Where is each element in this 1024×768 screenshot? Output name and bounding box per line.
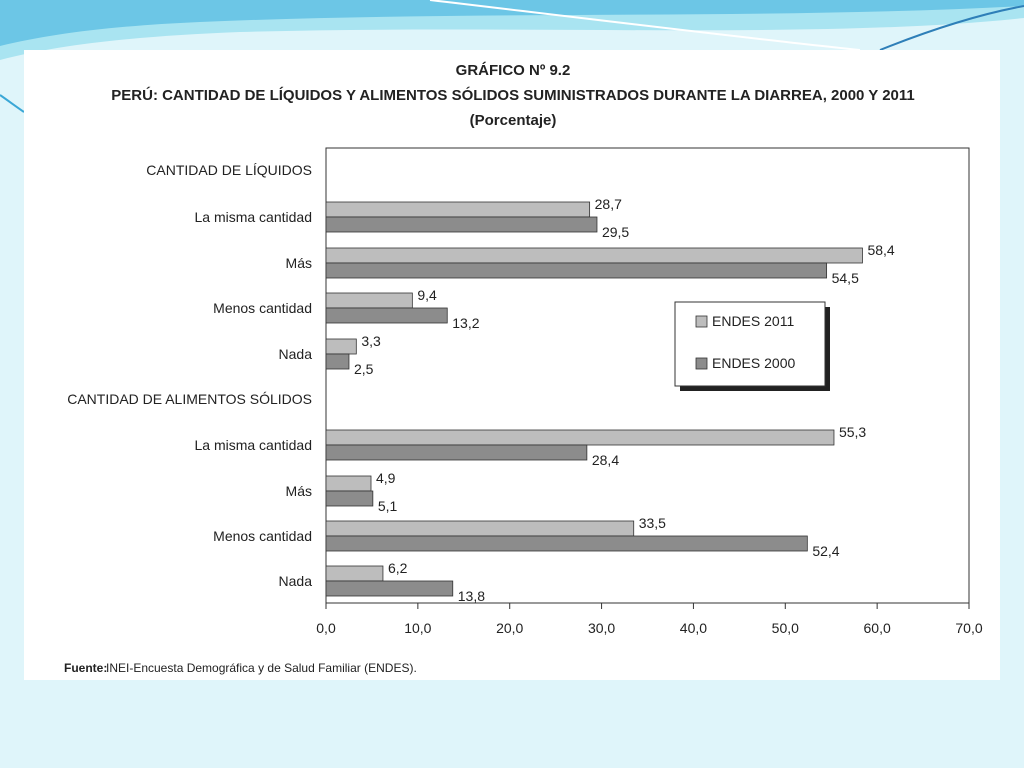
legend-swatch-2011 xyxy=(695,315,708,328)
chart-title-line2: PERÚ: CANTIDAD DE LÍQUIDOS Y ALIMENTOS S… xyxy=(111,86,914,104)
x-tick-label: 60,0 xyxy=(864,620,891,636)
data-label-cantidad-de-alimentos-solidos-mas-endes-2000: 5,1 xyxy=(378,498,398,514)
bar-cantidad-de-liquidos-menos-cantidad-endes-2011 xyxy=(325,292,413,309)
data-label-cantidad-de-liquidos-mas-endes-2000: 54,5 xyxy=(832,270,859,286)
data-label-cantidad-de-alimentos-solidos-la-misma-cantidad-endes-2011: 55,3 xyxy=(839,424,866,440)
group-label-cantidad-de-alimentos-solidos: CANTIDAD DE ALIMENTOS SÓLIDOS xyxy=(67,391,312,407)
chart-panel: GRÁFICO Nº 9.2 PERÚ: CANTIDAD DE LÍQUIDO… xyxy=(24,50,1000,680)
x-tick-label: 50,0 xyxy=(772,620,799,636)
bar-cantidad-de-liquidos-la-misma-cantidad-endes-2011 xyxy=(325,201,591,218)
data-label-cantidad-de-liquidos-mas-endes-2011: 58,4 xyxy=(867,242,894,258)
data-label-cantidad-de-alimentos-solidos-menos-cantidad-endes-2000: 52,4 xyxy=(812,543,839,559)
bar-cantidad-de-alimentos-solidos-mas-endes-2000 xyxy=(325,490,374,507)
x-tick-label: 30,0 xyxy=(588,620,615,636)
bar-cantidad-de-alimentos-solidos-la-misma-cantidad-endes-2000 xyxy=(325,444,588,461)
source-text: INEI-Encuesta Demográfica y de Salud Fam… xyxy=(106,661,417,675)
data-label-cantidad-de-liquidos-nada-endes-2000: 2,5 xyxy=(354,361,374,377)
x-axis: 0,0 10,0 20,0 30,0 40,0 50,0 60,0 70,0 xyxy=(316,603,983,636)
x-tick-label: 10,0 xyxy=(404,620,431,636)
bar-cantidad-de-alimentos-solidos-nada-endes-2000 xyxy=(325,580,454,597)
data-label-cantidad-de-liquidos-menos-cantidad-endes-2000: 13,2 xyxy=(452,315,479,331)
x-tick-label: 40,0 xyxy=(680,620,707,636)
category-label-menos-cantidad: Menos cantidad xyxy=(213,300,312,316)
header-swoosh-line xyxy=(429,0,861,51)
chart-subtitle: (Porcentaje) xyxy=(470,112,557,129)
data-label-cantidad-de-alimentos-solidos-mas-endes-2011: 4,9 xyxy=(376,470,396,486)
x-tick-label: 0,0 xyxy=(316,620,336,636)
legend-label-2011: ENDES 2011 xyxy=(712,313,794,329)
bar-cantidad-de-liquidos-nada-endes-2011 xyxy=(325,338,357,355)
data-label-cantidad-de-liquidos-menos-cantidad-endes-2011: 9,4 xyxy=(417,287,437,303)
bar-cantidad-de-alimentos-solidos-mas-endes-2011 xyxy=(325,475,372,492)
bar-cantidad-de-alimentos-solidos-la-misma-cantidad-endes-2011 xyxy=(325,429,835,446)
category-label-mas: Más xyxy=(286,483,312,499)
category-label-la-misma-cantidad: La misma cantidad xyxy=(194,437,312,453)
chart: GRÁFICO Nº 9.2 PERÚ: CANTIDAD DE LÍQUIDO… xyxy=(64,62,983,675)
bar-cantidad-de-liquidos-menos-cantidad-endes-2000 xyxy=(325,307,448,324)
data-label-cantidad-de-alimentos-solidos-nada-endes-2011: 6,2 xyxy=(388,560,408,576)
bar-cantidad-de-alimentos-solidos-menos-cantidad-endes-2000 xyxy=(325,535,808,552)
bar-cantidad-de-liquidos-mas-endes-2011 xyxy=(325,247,863,264)
category-label-nada: Nada xyxy=(279,573,313,589)
x-tick-label: 70,0 xyxy=(955,620,982,636)
header-swoosh-mid xyxy=(0,0,1024,46)
chart-title: GRÁFICO Nº 9.2 xyxy=(456,62,571,79)
category-label-mas: Más xyxy=(286,255,312,271)
bar-cantidad-de-alimentos-solidos-menos-cantidad-endes-2011 xyxy=(325,520,635,537)
source-label: Fuente: xyxy=(64,661,107,675)
category-label-nada: Nada xyxy=(279,346,313,362)
bar-cantidad-de-liquidos-mas-endes-2000 xyxy=(325,262,828,279)
group-label-cantidad-de-liquidos: CANTIDAD DE LÍQUIDOS xyxy=(146,162,312,178)
left-edge-swoosh xyxy=(0,94,25,113)
x-tick-label: 20,0 xyxy=(496,620,523,636)
data-label-cantidad-de-liquidos-nada-endes-2011: 3,3 xyxy=(361,333,381,349)
legend-swatch-2000 xyxy=(695,357,708,370)
legend-label-2000: ENDES 2000 xyxy=(712,355,795,371)
bar-cantidad-de-alimentos-solidos-nada-endes-2011 xyxy=(325,565,384,582)
category-label-la-misma-cantidad: La misma cantidad xyxy=(194,209,312,225)
labels-layer: CANTIDAD DE LÍQUIDOS La misma cantidad 28,… xyxy=(67,162,895,604)
data-label-cantidad-de-alimentos-solidos-nada-endes-2000: 13,8 xyxy=(458,588,485,604)
category-label-menos-cantidad: Menos cantidad xyxy=(213,528,312,544)
bar-cantidad-de-liquidos-nada-endes-2000 xyxy=(325,353,350,370)
data-label-cantidad-de-alimentos-solidos-la-misma-cantidad-endes-2000: 28,4 xyxy=(592,452,619,468)
data-label-cantidad-de-alimentos-solidos-menos-cantidad-endes-2011: 33,5 xyxy=(639,515,666,531)
data-label-cantidad-de-liquidos-la-misma-cantidad-endes-2000: 29,5 xyxy=(602,224,629,240)
legend: ENDES 2011 ENDES 2000 xyxy=(674,301,830,391)
data-label-cantidad-de-liquidos-la-misma-cantidad-endes-2011: 28,7 xyxy=(595,196,622,212)
bars-layer xyxy=(325,201,863,597)
bar-cantidad-de-liquidos-la-misma-cantidad-endes-2000 xyxy=(325,216,598,233)
header-swoosh-line-right xyxy=(879,5,1024,51)
